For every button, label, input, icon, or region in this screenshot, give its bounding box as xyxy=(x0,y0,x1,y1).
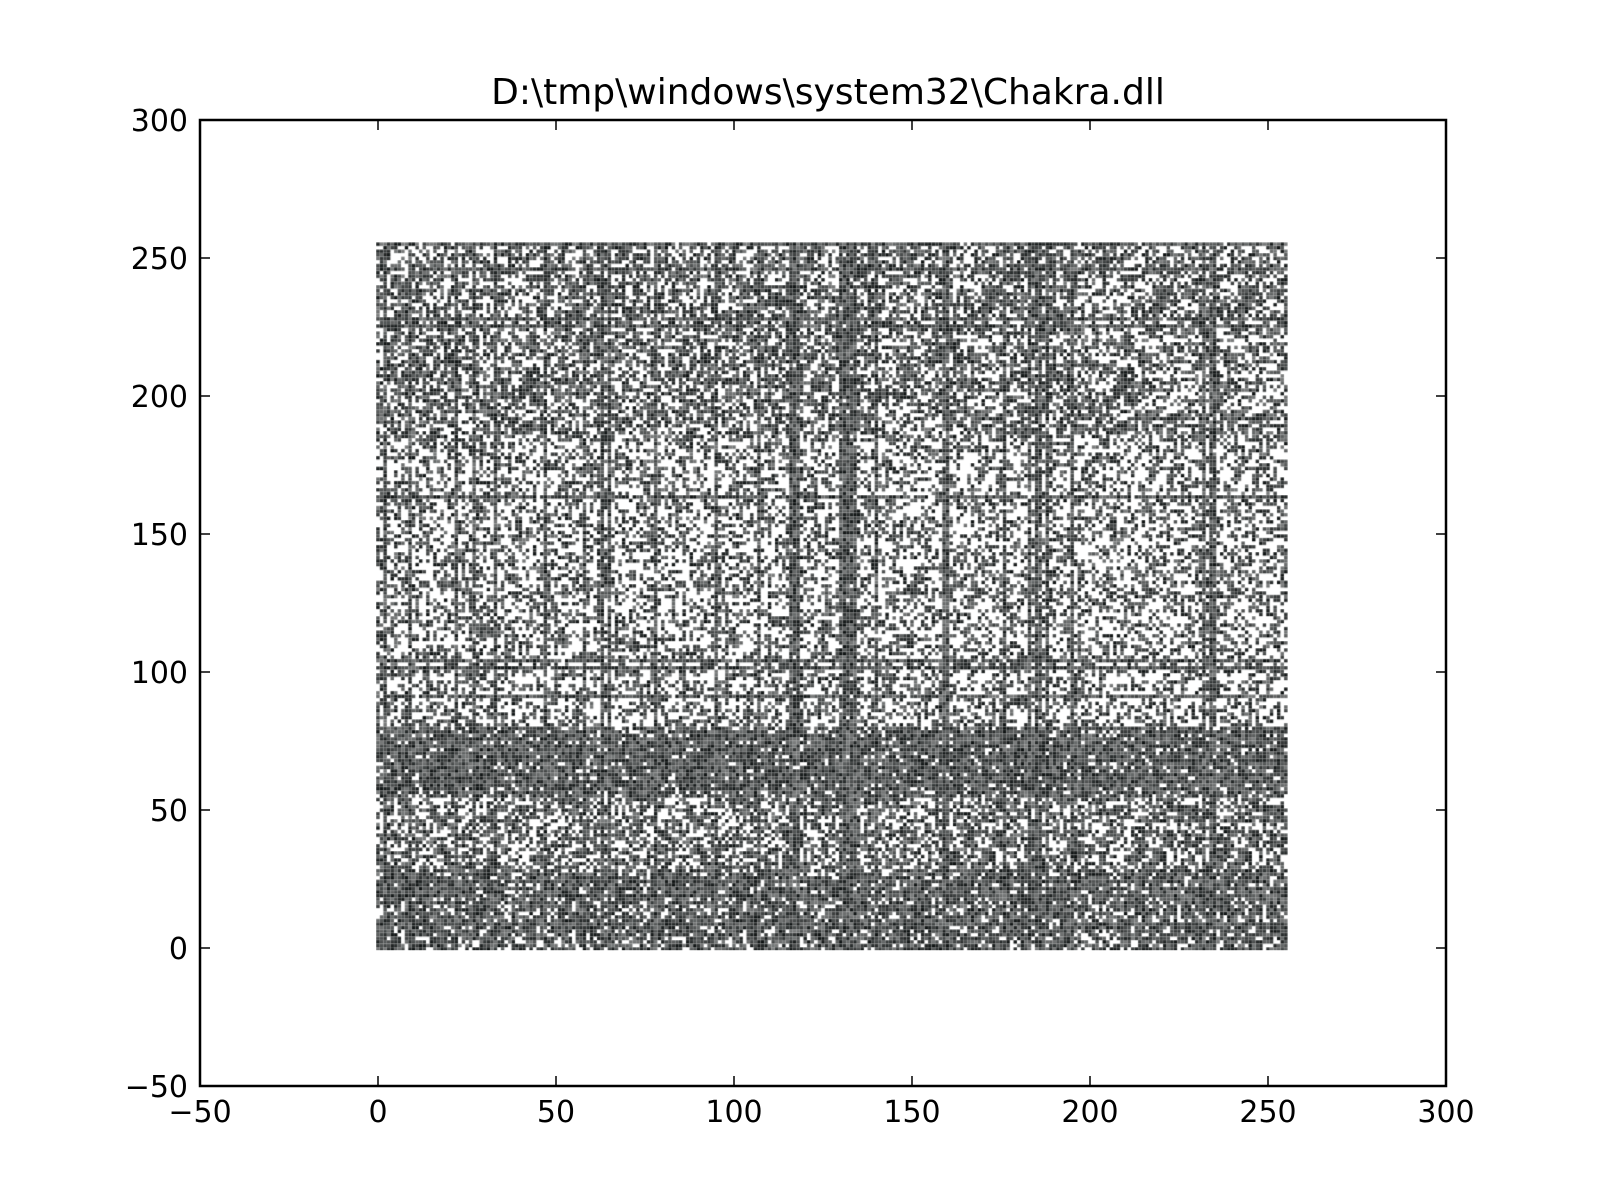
axis-ticks: −50 0 50 100 150 200 250 300 −50 0 50 100 150 200 250 3… xyxy=(125,104,1475,1130)
y-tick-label: 150 xyxy=(131,518,188,553)
x-tick-label: 150 xyxy=(883,1095,940,1130)
y-tick-label: 50 xyxy=(150,794,188,829)
scatter-points xyxy=(376,242,1288,951)
y-tick-label: 200 xyxy=(131,380,188,415)
axes-frame xyxy=(198,118,1448,1088)
x-tick-label: 0 xyxy=(368,1095,387,1130)
y-tick-label: 0 xyxy=(169,932,188,967)
chart-title: D:\tmp\windows\system32\Chakra.dll xyxy=(491,72,1165,113)
plot-area xyxy=(376,242,1288,951)
x-tick-label: 50 xyxy=(537,1095,575,1130)
x-tick-label: −50 xyxy=(168,1095,231,1130)
y-tick-label: 250 xyxy=(131,242,188,277)
x-tick-label: 100 xyxy=(705,1095,762,1130)
y-tick-label: −50 xyxy=(125,1070,188,1105)
y-tick-label: 100 xyxy=(131,656,188,691)
x-tick-label: 200 xyxy=(1061,1095,1118,1130)
x-tick-label: 300 xyxy=(1417,1095,1474,1130)
x-tick-label: 250 xyxy=(1239,1095,1296,1130)
y-tick-label: 300 xyxy=(131,104,188,139)
